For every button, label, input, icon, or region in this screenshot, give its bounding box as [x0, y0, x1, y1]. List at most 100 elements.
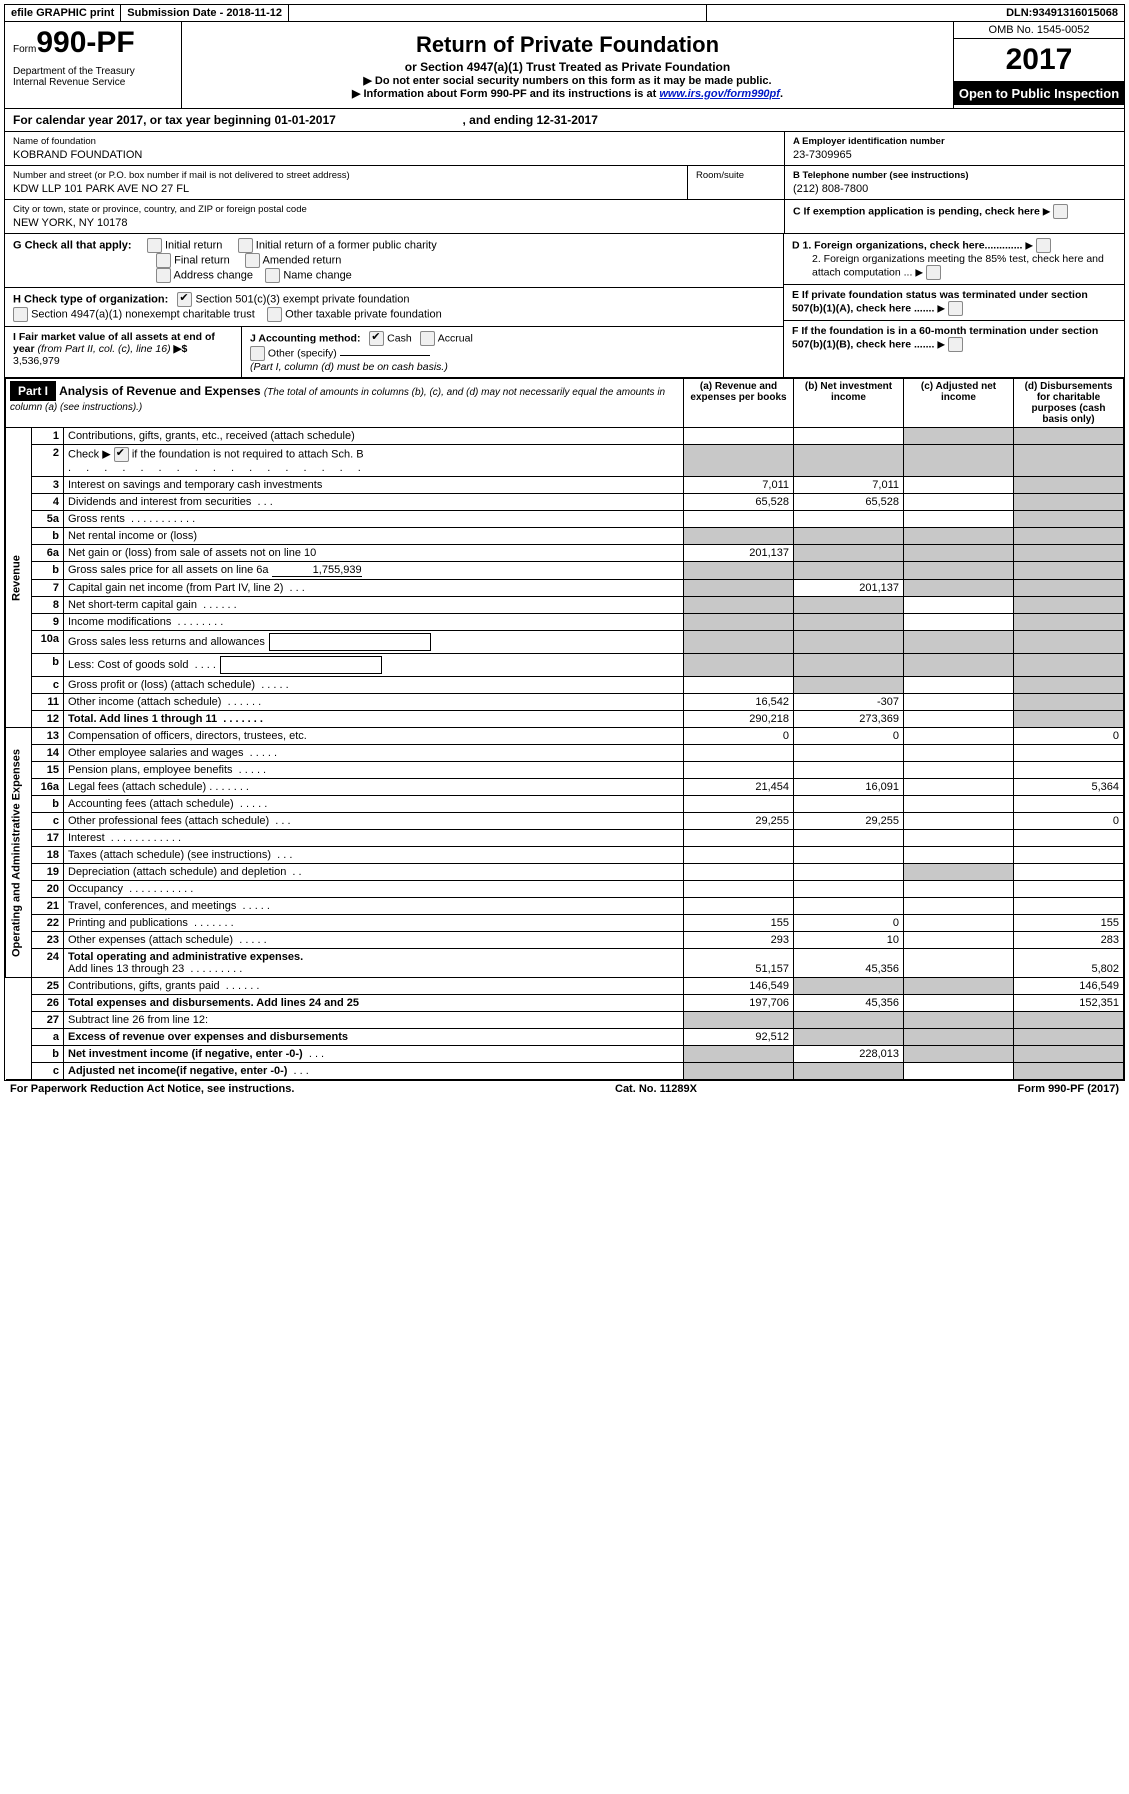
l13-a: 0: [684, 728, 794, 745]
l6a-a: 201,137: [684, 545, 794, 562]
l2-d1: Check ▶: [68, 448, 111, 460]
header-right: OMB No. 1545-0052 2017 Open to Public In…: [953, 22, 1124, 108]
h-opt2: Section 4947(a)(1) nonexempt charitable …: [31, 308, 255, 320]
ein-cell: A Employer identification number 23-7309…: [785, 132, 1124, 166]
note2-prefix: ▶ Information about Form 990-PF and its …: [352, 88, 659, 100]
h-501c3-cb[interactable]: [177, 292, 192, 307]
header-left: Form990-PF Department of the Treasury In…: [5, 22, 182, 108]
l9-desc: Income modifications . . . . . . . .: [64, 614, 684, 631]
l16b-desc: Accounting fees (attach schedule) . . . …: [64, 796, 684, 813]
irs-link[interactable]: www.irs.gov/form990pf: [659, 88, 780, 100]
part-i-header-row: Part I Analysis of Revenue and Expenses …: [6, 379, 1124, 428]
l10a-box[interactable]: [269, 633, 431, 651]
l25-d: 146,549: [1014, 978, 1124, 995]
g-initial-cb[interactable]: [147, 238, 162, 253]
line-10c: c Gross profit or (loss) (attach schedul…: [6, 677, 1124, 694]
h-4947-cb[interactable]: [13, 307, 28, 322]
g-amended-cb[interactable]: [245, 253, 260, 268]
h-other-cb[interactable]: [267, 307, 282, 322]
box-j: J Accounting method: Cash Accrual Other …: [242, 327, 783, 377]
efile-print-btn[interactable]: efile GRAPHIC print: [5, 5, 121, 21]
calendar-year-row: For calendar year 2017, or tax year begi…: [5, 109, 1124, 132]
c-cell: C If exemption application is pending, c…: [785, 200, 1124, 223]
l10b-box[interactable]: [220, 656, 382, 674]
footer-mid: Cat. No. 11289X: [615, 1083, 697, 1095]
dln-value: 93491316015068: [1032, 7, 1118, 19]
calyear-b: , and ending 12-31-2017: [463, 113, 598, 127]
line-20: 20 Occupancy . . . . . . . . . . .: [6, 881, 1124, 898]
tel-value: (212) 808-7800: [793, 181, 1116, 195]
form-container: efile GRAPHIC print Submission Date - 20…: [4, 4, 1125, 1081]
line-10b: b Less: Cost of goods sold . . . .: [6, 654, 1124, 677]
f-label: F If the foundation is in a 60-month ter…: [792, 325, 1098, 350]
d2-cb[interactable]: [926, 265, 941, 280]
c-label: C If exemption application is pending, c…: [793, 205, 1040, 217]
l7-desc: Capital gain net income (from Part IV, l…: [64, 580, 684, 597]
j-cash-cb[interactable]: [369, 331, 384, 346]
tax-year: 2017: [954, 39, 1124, 82]
dln-label: DLN:: [1006, 7, 1032, 19]
addr-label: Number and street (or P.O. box number if…: [13, 170, 679, 181]
l22-a: 155: [684, 915, 794, 932]
l15-num: 15: [32, 762, 64, 779]
line-3: 3 Interest on savings and temporary cash…: [6, 477, 1124, 494]
line-13: Operating and Administrative Expenses 13…: [6, 728, 1124, 745]
g-address-cb[interactable]: [156, 268, 171, 283]
g-name-cb[interactable]: [265, 268, 280, 283]
dept-treasury: Department of the Treasury: [13, 66, 173, 77]
line-9: 9 Income modifications . . . . . . . .: [6, 614, 1124, 631]
l16a-a: 21,454: [684, 779, 794, 796]
l10c-desc: Gross profit or (loss) (attach schedule)…: [64, 677, 684, 694]
revenue-label: Revenue: [6, 428, 32, 728]
line-25: 25 Contributions, gifts, grants paid . .…: [6, 978, 1124, 995]
l23-d: 283: [1014, 932, 1124, 949]
checks-block: G Check all that apply: Initial return I…: [5, 234, 1124, 378]
g-initialformer: Initial return of a former public charit…: [256, 239, 437, 251]
l6b-inline: 1,755,939: [272, 564, 362, 577]
l7-num: 7: [32, 580, 64, 597]
l11-desc: Other income (attach schedule) . . . . .…: [64, 694, 684, 711]
box-d: D 1. Foreign organizations, check here..…: [784, 234, 1124, 285]
d1-cb[interactable]: [1036, 238, 1051, 253]
l2-desc: Check ▶ if the foundation is not require…: [64, 445, 684, 477]
line-5b: b Net rental income or (loss): [6, 528, 1124, 545]
l24-d: 5,802: [1014, 949, 1124, 978]
l2-cb[interactable]: [114, 447, 129, 462]
e-cb[interactable]: [948, 301, 963, 316]
l5a-num: 5a: [32, 511, 64, 528]
line-4: 4 Dividends and interest from securities…: [6, 494, 1124, 511]
c-checkbox[interactable]: [1053, 204, 1068, 219]
f-cb[interactable]: [948, 337, 963, 352]
irs-label: Internal Revenue Service: [13, 77, 173, 88]
l25-desc: Contributions, gifts, grants paid . . . …: [64, 978, 684, 995]
l25-num: 25: [32, 978, 64, 995]
part-i-tag: Part I: [10, 381, 56, 401]
line-16a: 16a Legal fees (attach schedule) . . . .…: [6, 779, 1124, 796]
g-initialformer-cb[interactable]: [238, 238, 253, 253]
g-address: Address change: [174, 269, 254, 281]
l10b-desc: Less: Cost of goods sold . . . .: [64, 654, 684, 677]
l16a-d: 5,364: [1014, 779, 1124, 796]
line-7: 7 Capital gain net income (from Part IV,…: [6, 580, 1124, 597]
form-number: 990-PF: [36, 26, 134, 59]
l24-desc: Total operating and administrative expen…: [64, 949, 684, 978]
j-other-line[interactable]: [340, 355, 430, 356]
l9-num: 9: [32, 614, 64, 631]
line-27: 27 Subtract line 26 from line 12:: [6, 1012, 1124, 1029]
calyear-a: For calendar year 2017, or tax year begi…: [13, 113, 336, 127]
l19-desc: Depreciation (attach schedule) and deple…: [64, 864, 684, 881]
j-other-cb[interactable]: [250, 346, 265, 361]
l19-num: 19: [32, 864, 64, 881]
j-accrual-cb[interactable]: [420, 331, 435, 346]
l26-desc: Total expenses and disbursements. Add li…: [64, 995, 684, 1012]
box-i: I Fair market value of all assets at end…: [5, 327, 242, 377]
form-prefix: Form: [13, 44, 36, 55]
j-accrual: Accrual: [438, 332, 473, 344]
line-6b: b Gross sales price for all assets on li…: [6, 562, 1124, 580]
box-h: H Check type of organization: Section 50…: [5, 288, 783, 327]
line-23: 23 Other expenses (attach schedule) . . …: [6, 932, 1124, 949]
g-final-cb[interactable]: [156, 253, 171, 268]
l24-num: 24: [32, 949, 64, 978]
l12-desc: Total. Add lines 1 through 11 . . . . . …: [64, 711, 684, 728]
l23-b: 10: [794, 932, 904, 949]
